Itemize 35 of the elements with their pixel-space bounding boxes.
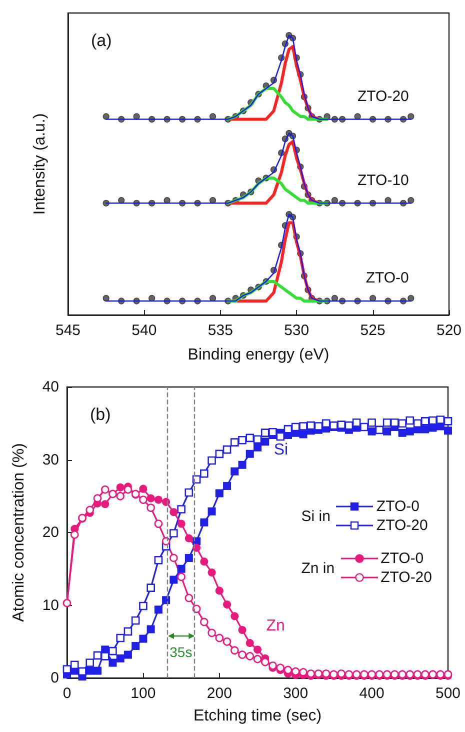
annotation: Zn in bbox=[301, 560, 335, 576]
x-tick-label: 500 bbox=[435, 685, 461, 702]
y-tick-label: 10 bbox=[42, 596, 59, 614]
x-tick-label: 545 bbox=[55, 322, 81, 339]
x-tick-label: 300 bbox=[283, 685, 308, 702]
legend-label: ZTO-20 bbox=[380, 569, 432, 586]
annotation: ZTO-10 bbox=[357, 172, 409, 189]
x-axis-title: Etching time (sec) bbox=[193, 708, 322, 724]
y-tick-label: 40 bbox=[42, 378, 59, 396]
annotation: 35s bbox=[170, 644, 192, 660]
legend-label: ZTO-0 bbox=[376, 498, 420, 515]
y-axis-title: Atomic concentration (%) bbox=[10, 443, 28, 622]
x-tick-label: 535 bbox=[208, 322, 233, 339]
x-tick-label: 0 bbox=[62, 685, 72, 702]
x-tick-label: 100 bbox=[130, 685, 156, 702]
x-tick-label: 530 bbox=[284, 322, 310, 339]
annotation: ZTO-0 bbox=[366, 270, 409, 287]
x-tick-label: 540 bbox=[132, 322, 157, 339]
x-tick-label: 200 bbox=[206, 685, 232, 702]
annotation: Si in bbox=[301, 508, 330, 524]
annotation: Si bbox=[274, 441, 288, 458]
annotation: Zn bbox=[266, 617, 285, 634]
text: (b) bbox=[90, 405, 111, 424]
x-tick-label: 400 bbox=[359, 685, 384, 702]
annotation: ZTO-20 bbox=[357, 88, 409, 105]
x-tick-label: 525 bbox=[360, 322, 386, 339]
chart-title: (a) bbox=[91, 31, 112, 50]
legend-label: ZTO-0 bbox=[380, 550, 424, 567]
y-tick-label: 30 bbox=[42, 451, 59, 468]
legend-label: ZTO-20 bbox=[376, 517, 428, 534]
y-tick-label: 0 bbox=[50, 670, 59, 686]
y-tick-label: 20 bbox=[42, 524, 59, 541]
x-axis-title: Binding energy (eV) bbox=[188, 346, 330, 364]
x-tick-label: 520 bbox=[436, 322, 462, 339]
y-axis-title: Intensity (a.u.) bbox=[32, 113, 48, 215]
